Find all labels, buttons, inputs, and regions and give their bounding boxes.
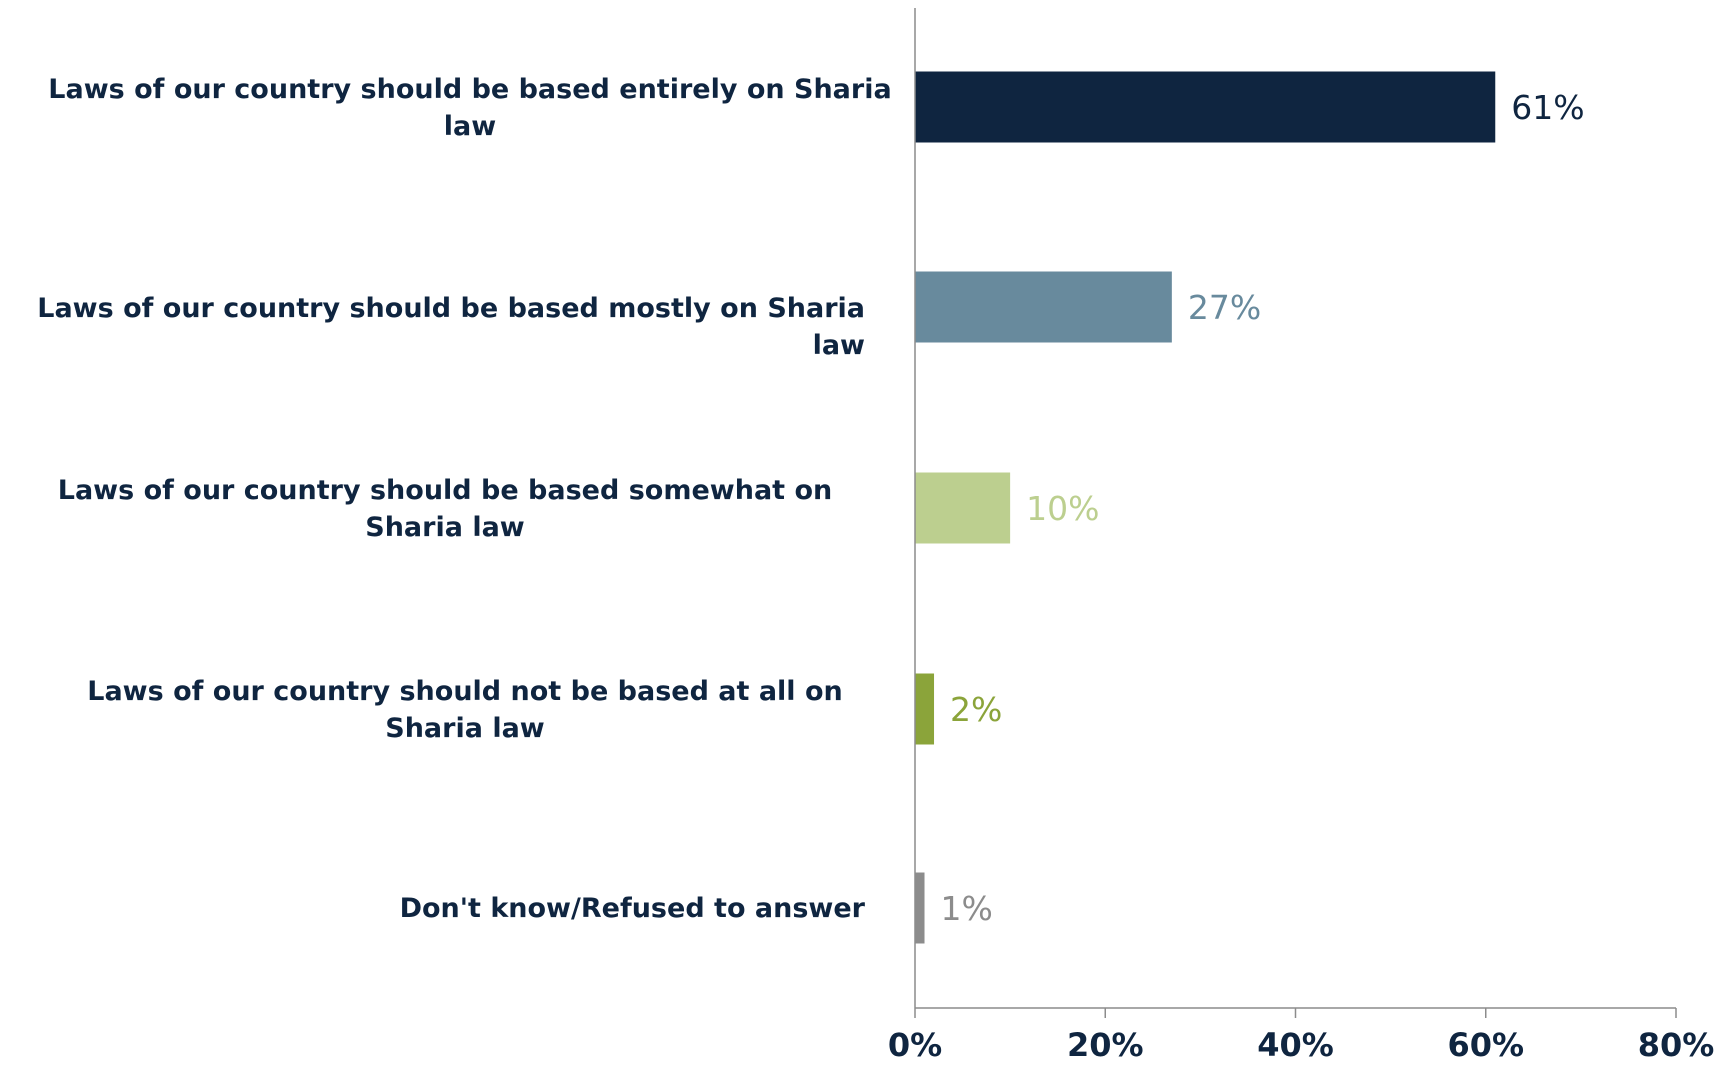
x-tick-label: 20% (1067, 1026, 1144, 1064)
data-label: 10% (1026, 489, 1099, 528)
category-label: Laws of our country should not be based … (87, 676, 843, 744)
data-label: 27% (1188, 288, 1261, 327)
bar (915, 71, 1496, 143)
bar (915, 472, 1011, 544)
data-label: 1% (941, 889, 993, 928)
category-label: Laws of our country should be based most… (37, 293, 865, 361)
data-label: 2% (950, 690, 1002, 729)
category-label: Don't know/Refused to answer (399, 893, 865, 924)
x-tick-label: 0% (888, 1026, 942, 1064)
bar (915, 673, 935, 745)
x-tick-label: 40% (1257, 1026, 1334, 1064)
category-label: Laws of our country should be based enti… (48, 74, 892, 142)
x-tick-label: 80% (1638, 1026, 1715, 1064)
data-label: 61% (1511, 88, 1584, 127)
category-label: Laws of our country should be based some… (57, 475, 833, 543)
x-tick-label: 60% (1447, 1026, 1524, 1064)
bar (915, 271, 1172, 343)
bar (915, 872, 925, 944)
